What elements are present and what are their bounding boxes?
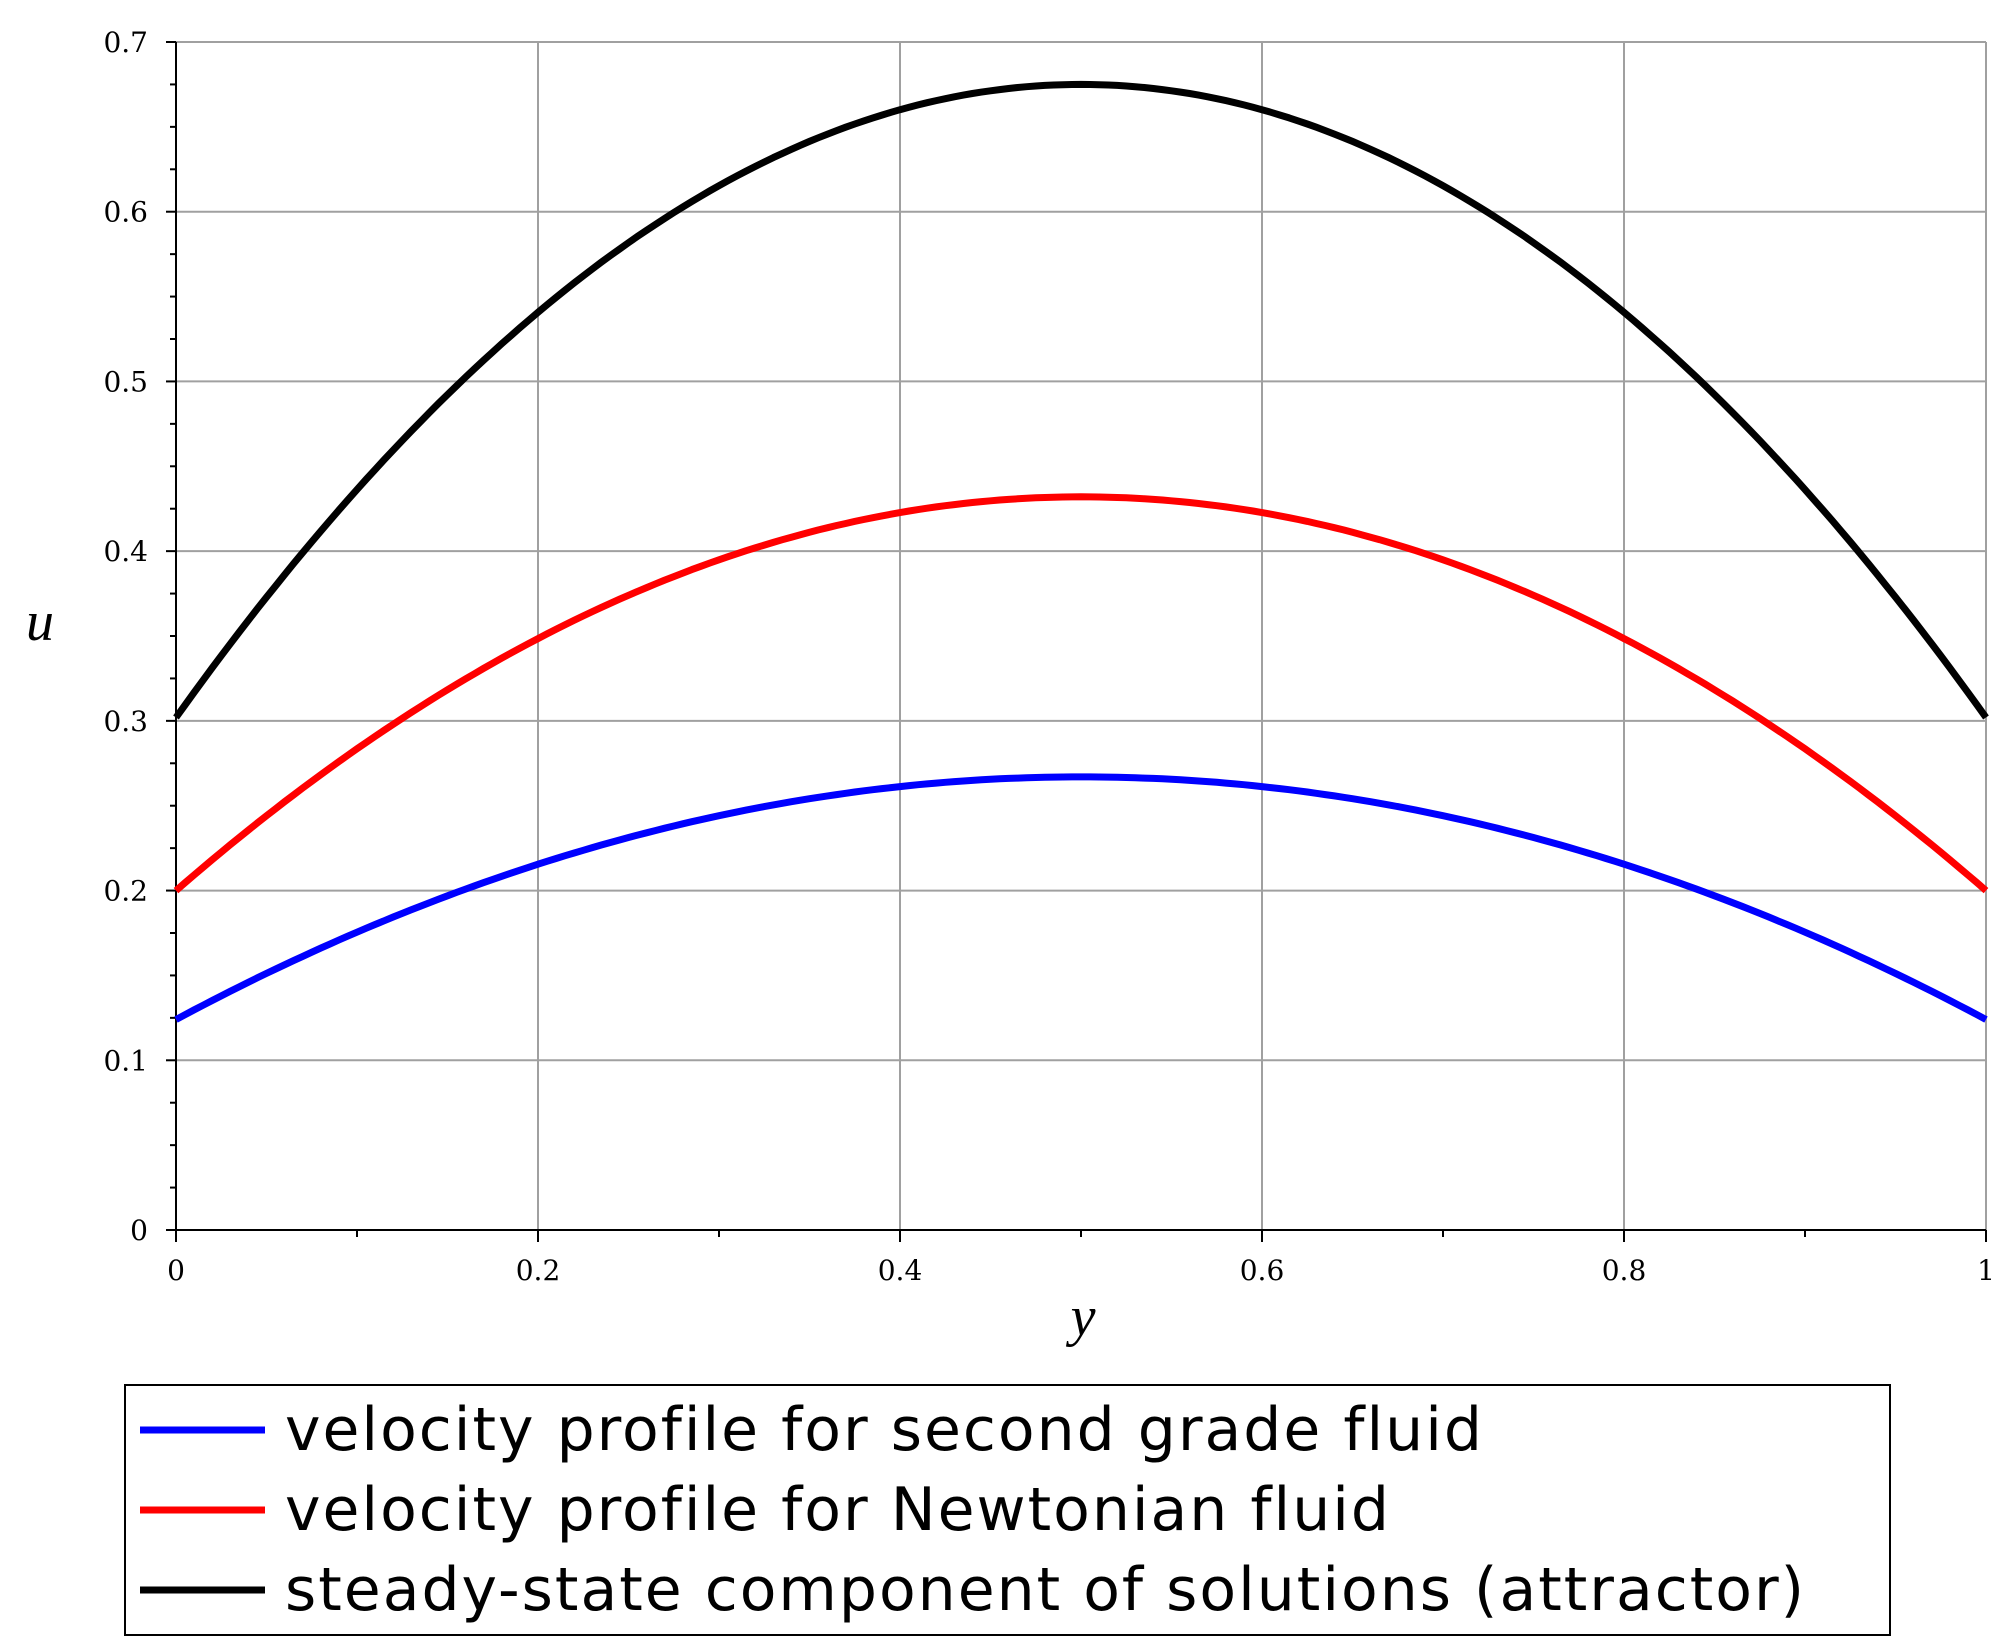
y-tick-label: 0.5 [103,365,148,398]
legend-box [124,1384,1891,1636]
y-axis-label: u [26,591,54,653]
legend-label-1: velocity profile for second grade fluid [285,1395,1484,1465]
y-tick-label: 0.6 [103,196,148,229]
series-lines [173,80,1989,1023]
legend-label-2: velocity profile for Newtonian fluid [285,1475,1391,1545]
y-tick-label: 0.4 [103,535,148,568]
grid [175,41,1987,1231]
series-line-1 [174,773,1988,1023]
y-tick-label: 0.7 [103,26,148,59]
legend-label-3: steady-state component of solutions (att… [285,1555,1806,1625]
axes [166,41,1987,1242]
x-tick-label: 0.8 [1602,1254,1647,1287]
y-tick-label: 0.1 [103,1044,148,1077]
y-tick-label: 0.3 [103,705,148,738]
y-tick-label: 0 [130,1214,148,1247]
y-tick-label: 0.2 [103,875,148,908]
x-tick-label: 0.4 [878,1254,923,1287]
x-tick-label: 0 [167,1254,185,1287]
series-line-3 [173,80,1989,720]
x-tick-label: 0.2 [516,1254,561,1287]
tick-labels: 0 0.2 0.4 0.6 0.8 1 0 0.1 0.2 0.3 0.4 0.5 0.6 0.7 [103,26,1994,1287]
x-axis-label: y [1066,1286,1096,1348]
legend: velocity profile for second grade fluid v… [124,1384,1891,1636]
series-line-2 [173,493,1989,894]
x-tick-label: 1 [1977,1254,1995,1287]
x-tick-label: 0.6 [1240,1254,1285,1287]
